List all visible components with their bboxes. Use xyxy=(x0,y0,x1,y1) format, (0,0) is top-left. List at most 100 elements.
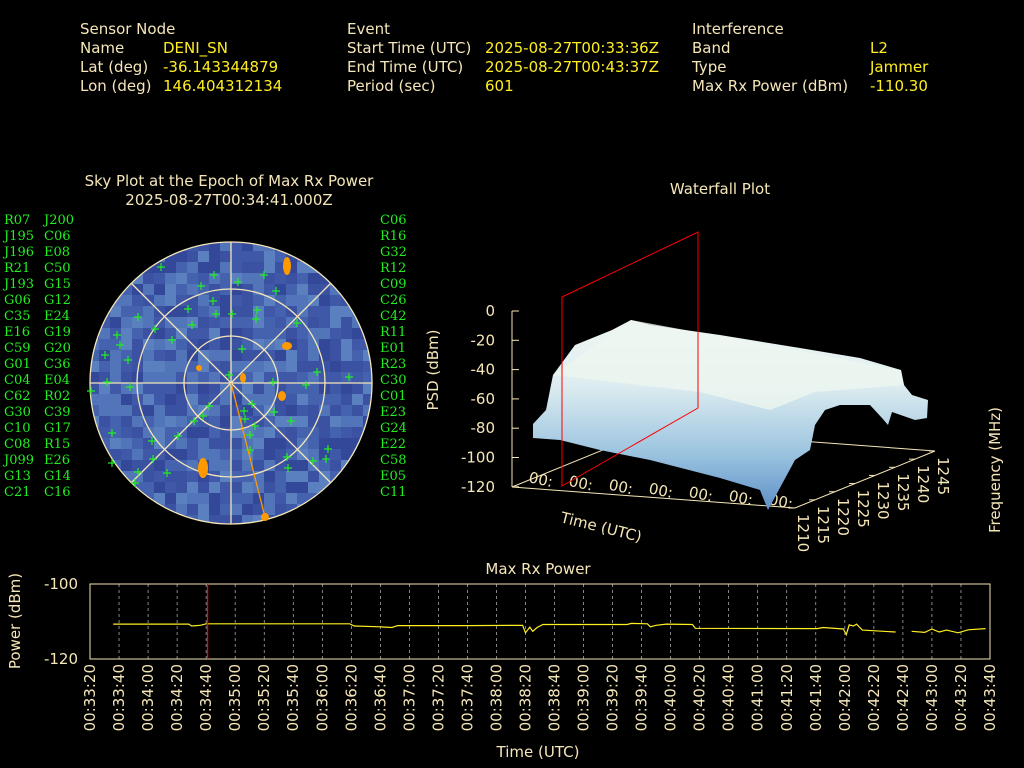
heatmap-cell xyxy=(165,251,176,262)
sky-plot: R07J195J196R21J193G06C35E16C59G01C04C62G… xyxy=(2,213,407,525)
heatmap-cell xyxy=(154,339,165,350)
satellite-marker-R16 xyxy=(241,415,249,423)
heatmap-cell xyxy=(231,306,242,317)
heatmap-cell xyxy=(297,482,308,493)
power-label: Max Rx Power (dBm) xyxy=(692,77,848,95)
satellite-marker-E04 xyxy=(302,381,310,389)
z-tick-label: -60 xyxy=(471,390,496,408)
heatmap-cell xyxy=(231,416,242,427)
heatmap-cell xyxy=(176,449,187,460)
satellite-label-R11: R11 xyxy=(380,325,406,340)
heatmap-cell xyxy=(176,460,187,471)
heatmap-cell xyxy=(165,427,176,438)
heatmap-cell xyxy=(176,317,187,328)
heatmap-cell xyxy=(319,273,330,284)
heatmap-cell xyxy=(330,372,341,383)
heatmap-cell xyxy=(132,328,143,339)
z-tick-label: -100 xyxy=(461,449,495,467)
heatmap-cell xyxy=(187,438,198,449)
x-tick-label: 00:42:40 xyxy=(894,664,912,731)
heatmap-cell xyxy=(308,339,319,350)
satellite-marker-R23 xyxy=(284,464,292,472)
heatmap-cell xyxy=(220,427,231,438)
heatmap-cell xyxy=(264,284,275,295)
heatmap-cell xyxy=(176,251,187,262)
heatmap-cell xyxy=(209,427,220,438)
heatmap-cell xyxy=(132,295,143,306)
heatmap-cell xyxy=(264,482,275,493)
satellite-marker-G20 xyxy=(269,378,277,386)
satellite-marker-E05 xyxy=(163,469,171,477)
heatmap-cell xyxy=(297,427,308,438)
satellite-label-J099: J099 xyxy=(2,453,34,468)
heatmap-cell xyxy=(341,504,352,515)
heatmap-cell xyxy=(90,482,99,493)
heatmap-cell xyxy=(121,460,132,471)
heatmap-cell xyxy=(165,416,176,427)
heatmap-cell xyxy=(99,427,110,438)
skyplot-epoch: 2025-08-27T00:34:41.000Z xyxy=(125,191,332,209)
heatmap-cell xyxy=(99,438,110,449)
heatmap-cell xyxy=(99,383,110,394)
heatmap-cell xyxy=(198,284,209,295)
heatmap-cell xyxy=(143,273,154,284)
heatmap-cell xyxy=(132,504,143,515)
satellite-label-C09: C09 xyxy=(380,277,407,292)
heatmap-cell xyxy=(209,438,220,449)
heatmap-cell xyxy=(253,493,264,504)
time-tick-label: 00: xyxy=(607,476,634,499)
heatmap-cell xyxy=(209,449,220,460)
heatmap-cell xyxy=(297,405,308,416)
heatmap-cell xyxy=(297,284,308,295)
heatmap-cell xyxy=(209,251,220,262)
y-tick-label: -120 xyxy=(44,650,78,668)
heatmap-cell xyxy=(209,482,220,493)
heatmap-cell xyxy=(319,493,330,504)
jammer-point xyxy=(240,373,246,383)
heatmap-cell xyxy=(242,504,253,515)
heatmap-cell xyxy=(154,328,165,339)
heatmap-cell xyxy=(341,284,352,295)
heatmap-cell xyxy=(176,438,187,449)
heatmap-cell xyxy=(242,295,253,306)
satellite-marker-C01 xyxy=(322,455,330,463)
heatmap-cell xyxy=(209,460,220,471)
heatmap-cell xyxy=(363,471,372,482)
heatmap-cell xyxy=(341,405,352,416)
heatmap-cell xyxy=(297,471,308,482)
heatmap-cell xyxy=(341,350,352,361)
heatmap-cell xyxy=(132,262,143,273)
heatmap-cell xyxy=(187,504,198,515)
freq-tick-label: 1235 xyxy=(894,473,912,511)
heatmap-cell xyxy=(264,504,275,515)
heatmap-cell xyxy=(90,438,99,449)
heatmap-cell xyxy=(352,306,363,317)
jammer-point xyxy=(261,513,269,521)
heatmap-cell xyxy=(198,427,209,438)
heatmap-cell xyxy=(308,273,319,284)
heatmap-cell xyxy=(319,449,330,460)
satellite-label-J195: J195 xyxy=(2,229,34,244)
heatmap-cell xyxy=(297,262,308,273)
satellite-marker-C08 xyxy=(151,325,159,333)
heatmap-cell xyxy=(187,383,198,394)
heatmap-cell xyxy=(330,361,341,372)
heatmap-cell xyxy=(110,339,121,350)
heatmap-cell xyxy=(176,284,187,295)
heatmap-cell xyxy=(154,372,165,383)
heatmap-cell xyxy=(154,394,165,405)
satellite-label-R16: R16 xyxy=(380,229,406,244)
event-title: Event xyxy=(347,20,390,38)
heatmap-cell xyxy=(209,372,220,383)
satellite-label-G15: G15 xyxy=(44,277,71,292)
heatmap-cell xyxy=(132,416,143,427)
satellite-label-C21: C21 xyxy=(4,485,31,500)
heatmap-cell xyxy=(143,350,154,361)
heatmap-cell xyxy=(121,273,132,284)
heatmap-cell xyxy=(198,394,209,405)
heatmap-cell xyxy=(154,482,165,493)
time-tick-label: 00: xyxy=(727,487,754,510)
heatmap-cell xyxy=(231,361,242,372)
heatmap-cell xyxy=(242,328,253,339)
